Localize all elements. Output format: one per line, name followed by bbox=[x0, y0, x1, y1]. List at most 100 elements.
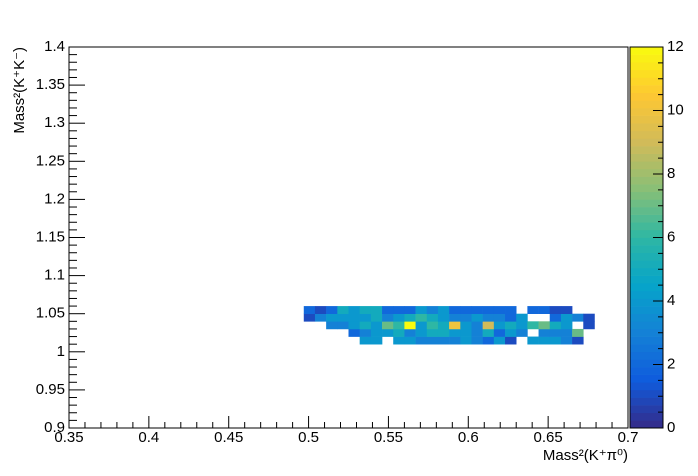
heatmap-cell bbox=[505, 328, 517, 337]
heatmap-cell bbox=[460, 321, 472, 330]
colorbar-step bbox=[630, 168, 663, 177]
heatmap-cell bbox=[482, 336, 495, 345]
colorbar-step bbox=[630, 107, 663, 116]
heatmap-cell bbox=[337, 321, 349, 330]
heatmap-cell bbox=[449, 336, 461, 345]
y-tick-label: 0.9 bbox=[44, 419, 65, 436]
colorbar-step bbox=[630, 161, 663, 170]
heatmap-cell bbox=[426, 328, 439, 337]
heatmap-cell bbox=[516, 321, 528, 330]
heatmap-cell bbox=[549, 336, 562, 345]
heatmap-cell bbox=[337, 306, 349, 314]
heatmap-cell bbox=[460, 306, 472, 314]
heatmap-cell bbox=[370, 313, 383, 322]
heatmap-cell bbox=[538, 336, 551, 345]
y-tick-label: 1.3 bbox=[44, 114, 65, 131]
heatmap-cell bbox=[303, 313, 316, 322]
heatmap-cell bbox=[460, 328, 472, 337]
heatmap-cell bbox=[437, 321, 450, 330]
heatmap-cell bbox=[415, 321, 428, 330]
heatmap-cell bbox=[437, 313, 450, 322]
heatmap-cell bbox=[326, 313, 338, 322]
colorbar-step bbox=[630, 306, 663, 314]
x-tick-label: 0.35 bbox=[54, 429, 83, 446]
y-tick-label: 1.2 bbox=[44, 190, 65, 207]
heatmap-cell bbox=[549, 328, 562, 337]
heatmap-cell bbox=[393, 336, 405, 345]
x-tick-label: 0.4 bbox=[138, 429, 159, 446]
colorbar-step bbox=[630, 130, 663, 139]
heatmap-cell bbox=[449, 306, 461, 314]
colorbar-step bbox=[630, 153, 663, 162]
heatmap-cell bbox=[527, 336, 539, 345]
x-tick-label: 0.45 bbox=[214, 429, 243, 446]
heatmap-cell bbox=[538, 321, 551, 330]
colorbar-step bbox=[630, 85, 663, 94]
heatmap-cell bbox=[426, 306, 439, 314]
heatmap-cell bbox=[538, 328, 551, 337]
colorbar-step bbox=[630, 214, 663, 223]
heatmap-cell bbox=[560, 306, 573, 314]
heatmap-cell bbox=[370, 321, 383, 330]
heatmap-cell bbox=[560, 336, 573, 345]
heatmap-cell bbox=[359, 313, 372, 322]
heatmap-cell bbox=[549, 321, 562, 330]
colorbar-tick-label: 2 bbox=[667, 355, 675, 372]
x-tick-label: 0.55 bbox=[374, 429, 403, 446]
x-tick-label: 0.7 bbox=[618, 429, 639, 446]
heatmap-cell bbox=[493, 313, 506, 322]
colorbar-step bbox=[630, 290, 663, 299]
colorbar-step bbox=[630, 207, 663, 215]
heatmap-cell bbox=[382, 306, 394, 314]
colorbar-step bbox=[630, 69, 663, 78]
heatmap-cell bbox=[460, 336, 472, 345]
heatmap-cell bbox=[527, 321, 539, 330]
x-tick-label: 0.5 bbox=[298, 429, 319, 446]
heatmap-cell bbox=[426, 313, 439, 322]
heatmap-cell bbox=[449, 313, 461, 322]
heatmap-cell bbox=[404, 336, 416, 345]
heatmap-cell bbox=[572, 313, 584, 322]
colorbar-step bbox=[630, 184, 663, 193]
colorbar-step bbox=[630, 313, 663, 322]
heatmap-cell bbox=[404, 313, 416, 322]
colorbar-step bbox=[630, 412, 663, 421]
heatmap-cell bbox=[382, 313, 394, 322]
heatmap-cell bbox=[415, 336, 428, 345]
heatmap-cell bbox=[303, 306, 316, 314]
heatmap-cell bbox=[482, 313, 495, 322]
heatmap-cell bbox=[326, 306, 338, 314]
y-tick-label: 1.35 bbox=[36, 76, 65, 93]
heatmap-cell bbox=[471, 336, 483, 345]
colorbar-step bbox=[630, 115, 663, 124]
heatmap-cell bbox=[359, 336, 372, 345]
colorbar-step bbox=[630, 229, 663, 238]
heatmap-cell bbox=[348, 313, 360, 322]
heatmap-cell bbox=[393, 313, 405, 322]
heatmap-cell bbox=[505, 336, 517, 345]
colorbar-step bbox=[630, 237, 663, 246]
heatmap-cell bbox=[426, 321, 439, 330]
heatmap-cell bbox=[583, 313, 595, 322]
heatmap-cell bbox=[404, 321, 416, 330]
heatmap-cell bbox=[560, 313, 573, 322]
colorbar-step bbox=[630, 367, 663, 375]
heatmap-cell bbox=[516, 328, 528, 337]
heatmap-cell bbox=[437, 306, 450, 314]
colorbar-step bbox=[630, 54, 663, 63]
heatmap-cell bbox=[572, 328, 584, 337]
colorbar-tick-label: 10 bbox=[667, 101, 684, 118]
colorbar-step bbox=[630, 328, 663, 337]
heatmap-cell bbox=[560, 321, 573, 330]
colorbar-tick-label: 6 bbox=[667, 228, 675, 245]
heatmap-cell bbox=[471, 313, 483, 322]
heatmap-cell bbox=[505, 321, 517, 330]
y-tick-label: 1.15 bbox=[36, 228, 65, 245]
colorbar-step bbox=[630, 191, 663, 200]
heatmap-cell bbox=[437, 328, 450, 337]
y-axis-label: Mass²(K⁺K⁻) bbox=[11, 47, 28, 134]
colorbar-step bbox=[630, 420, 663, 429]
heatmap-cell bbox=[393, 321, 405, 330]
heatmap-cell bbox=[382, 321, 394, 330]
